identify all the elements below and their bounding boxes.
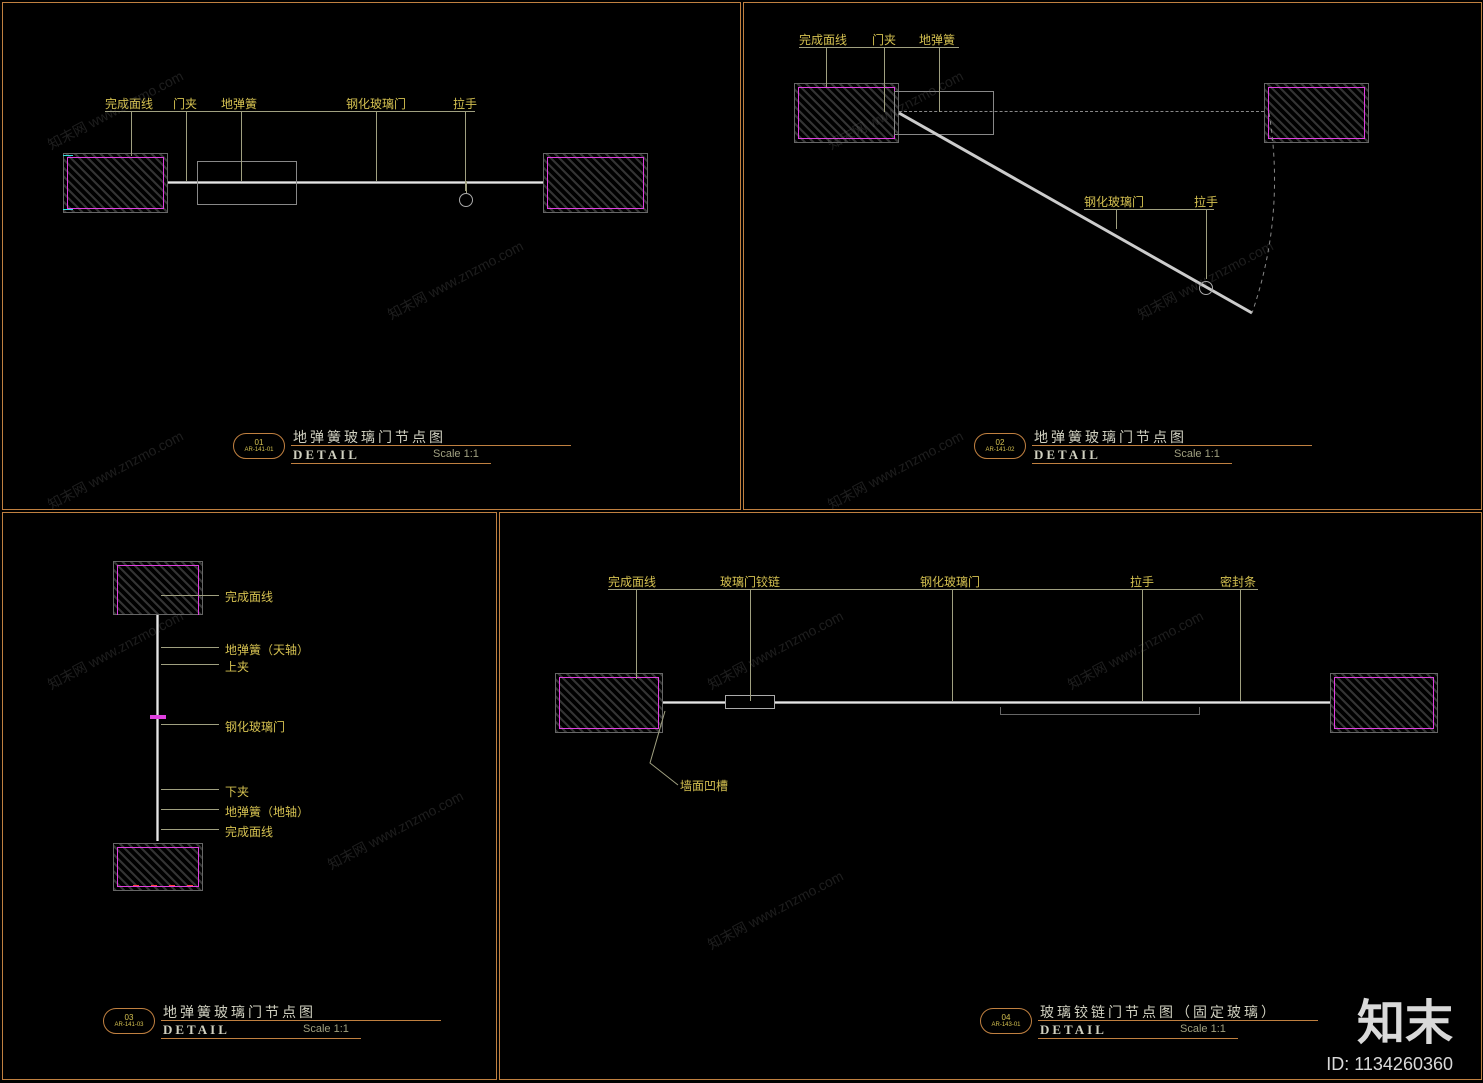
title-badge: 01 AR-141-01 bbox=[233, 433, 285, 459]
label-finish-line: 完成面线 bbox=[799, 31, 847, 48]
title-block-3: 03 AR-141-03 地弹簧玻璃门节点图 DETAIL Scale 1:1 bbox=[103, 1008, 443, 1048]
label-finish-line-top: 完成面线 bbox=[225, 588, 273, 605]
magenta-mark bbox=[150, 715, 166, 719]
handle-icon bbox=[1199, 281, 1213, 295]
title-num: 03 bbox=[125, 1014, 134, 1022]
wall-left bbox=[63, 153, 168, 213]
wall-bottom bbox=[113, 843, 203, 891]
title-badge: 03 AR-141-03 bbox=[103, 1008, 155, 1034]
title-detail: DETAIL bbox=[1040, 1022, 1107, 1038]
label-bottom-clamp: 下夹 bbox=[225, 783, 249, 800]
title-num: 02 bbox=[996, 439, 1005, 447]
title-block-4: 04 AR-143-01 玻璃铰链门节点图（固定玻璃） DETAIL Scale… bbox=[980, 1008, 1320, 1048]
label-floor-spring: 地弹簧 bbox=[221, 95, 257, 112]
title-badge: 04 AR-143-01 bbox=[980, 1008, 1032, 1034]
label-door-clamp: 门夹 bbox=[173, 95, 197, 112]
title-main: 地弹簧玻璃门节点图 bbox=[293, 427, 446, 447]
title-detail: DETAIL bbox=[293, 447, 360, 463]
title-detail: DETAIL bbox=[1034, 447, 1101, 463]
leader-angled bbox=[500, 513, 1483, 1081]
label-bottom-pivot: 地弹簧（地轴） bbox=[225, 803, 309, 820]
title-code: AR-141-03 bbox=[114, 1022, 143, 1028]
label-top-pivot: 地弹簧（天轴） bbox=[225, 641, 309, 658]
title-scale: Scale 1:1 bbox=[1180, 1023, 1226, 1035]
glass-door-vertical bbox=[156, 615, 159, 841]
title-main: 玻璃铰链门节点图（固定玻璃） bbox=[1040, 1002, 1278, 1022]
label-floor-spring: 地弹簧 bbox=[919, 31, 955, 48]
label-finish-line-bot: 完成面线 bbox=[225, 823, 273, 840]
panel-3: 完成面线 地弹簧（天轴） 上夹 钢化玻璃门 下夹 地弹簧（地轴） 完成面线 03… bbox=[2, 512, 497, 1080]
panel-2: 完成面线 门夹 地弹簧 钢化玻璃门 拉手 02 AR-141-02 地弹簧玻璃门… bbox=[743, 2, 1482, 510]
title-num: 04 bbox=[1002, 1014, 1011, 1022]
title-badge: 02 AR-141-02 bbox=[974, 433, 1026, 459]
label-handle: 拉手 bbox=[1194, 193, 1218, 210]
title-num: 01 bbox=[255, 439, 264, 447]
label-tempered-door: 钢化玻璃门 bbox=[1084, 193, 1144, 210]
title-main: 地弹簧玻璃门节点图 bbox=[1034, 427, 1187, 447]
title-detail: DETAIL bbox=[163, 1022, 230, 1038]
handle-icon bbox=[459, 193, 473, 207]
title-scale: Scale 1:1 bbox=[433, 448, 479, 460]
brand-logo: 知末 bbox=[1357, 983, 1453, 1053]
title-scale: Scale 1:1 bbox=[303, 1023, 349, 1035]
title-main: 地弹簧玻璃门节点图 bbox=[163, 1002, 316, 1022]
label-wall-groove: 墙面凹槽 bbox=[680, 777, 728, 794]
title-code: AR-141-02 bbox=[985, 447, 1014, 453]
label-tempered-door: 钢化玻璃门 bbox=[346, 95, 406, 112]
panel-4: 完成面线 玻璃门铰链 钢化玻璃门 拉手 密封条 墙面凹槽 04 AR-143-0… bbox=[499, 512, 1482, 1080]
title-code: AR-141-01 bbox=[244, 447, 273, 453]
title-block-1: 01 AR-141-01 地弹簧玻璃门节点图 DETAIL Scale 1:1 bbox=[233, 433, 573, 473]
image-id: ID: 1134260360 bbox=[1326, 1054, 1453, 1075]
wall-top bbox=[113, 561, 203, 615]
floor-spring-box bbox=[197, 161, 297, 205]
label-door-clamp: 门夹 bbox=[872, 31, 896, 48]
label-connector bbox=[105, 111, 475, 112]
title-code: AR-143-01 bbox=[991, 1022, 1020, 1028]
label-handle: 拉手 bbox=[453, 95, 477, 112]
title-block-2: 02 AR-141-02 地弹簧玻璃门节点图 DETAIL Scale 1:1 bbox=[974, 433, 1314, 473]
label-finish-line: 完成面线 bbox=[105, 95, 153, 112]
panel-1: 完成面线 门夹 地弹簧 钢化玻璃门 拉手 01 AR-141-01 地弹簧玻璃门… bbox=[2, 2, 741, 510]
title-scale: Scale 1:1 bbox=[1174, 448, 1220, 460]
label-top-clamp: 上夹 bbox=[225, 658, 249, 675]
wall-right bbox=[543, 153, 648, 213]
label-tempered-door: 钢化玻璃门 bbox=[225, 718, 285, 735]
